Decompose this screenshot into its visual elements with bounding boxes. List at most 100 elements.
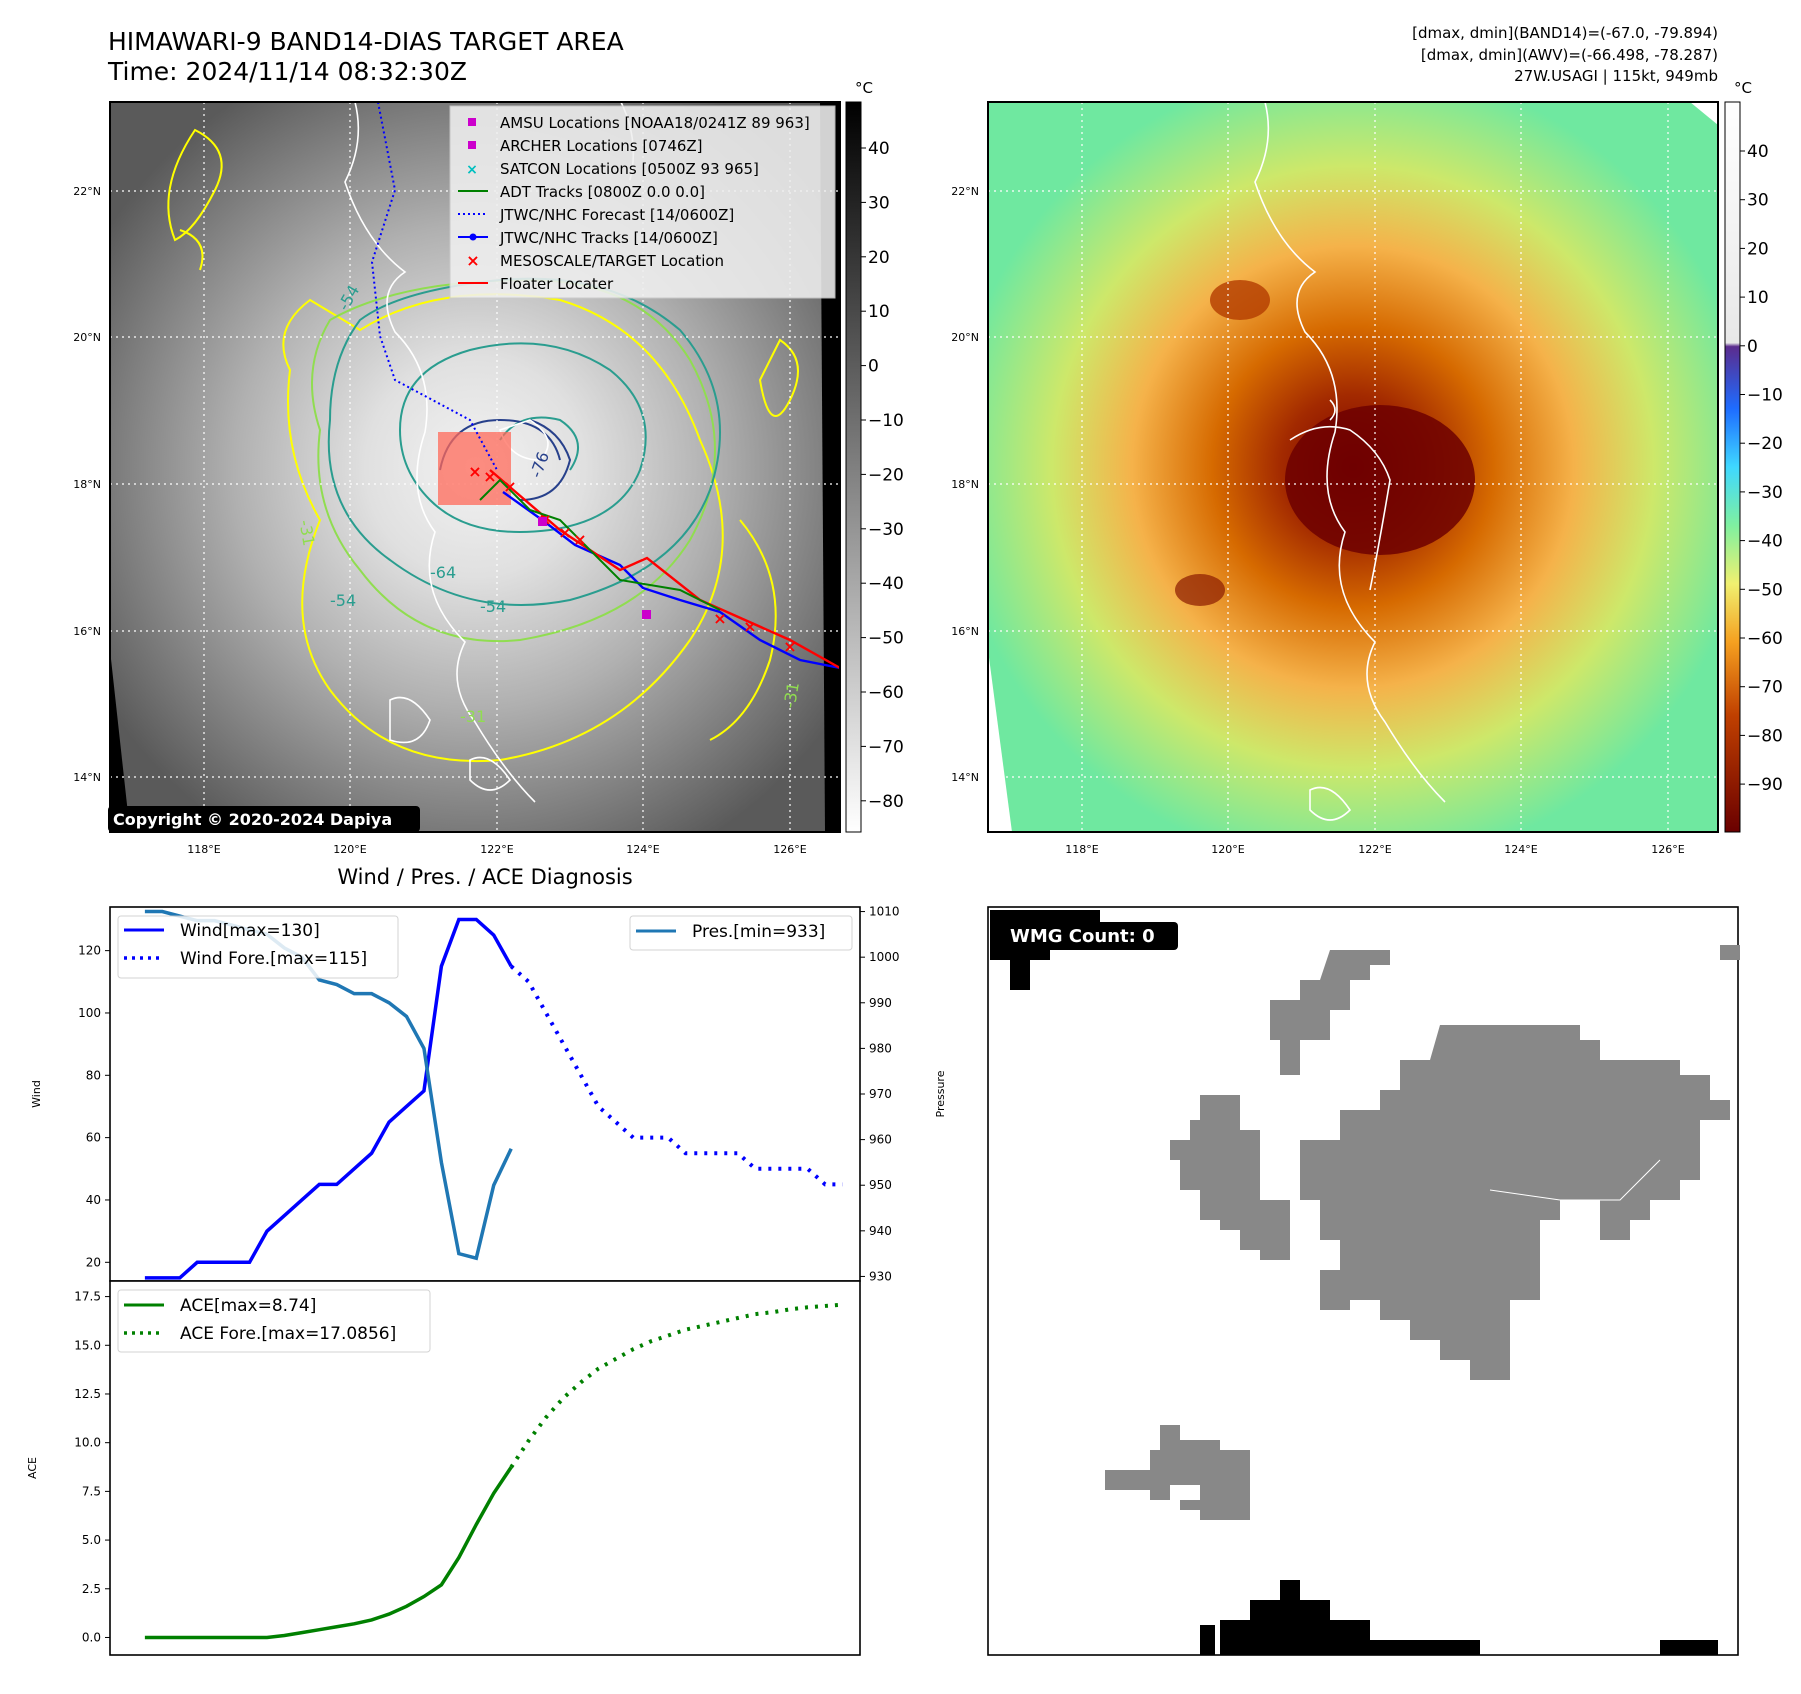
- wind-tick-label: 100: [78, 1006, 101, 1020]
- awv-colorbar-label: −20: [1747, 434, 1783, 454]
- awv-colorbar-label: −40: [1747, 532, 1783, 552]
- legend-wind-forecast: Wind Fore.[max=115]: [180, 949, 367, 969]
- wind-tick-label: 120: [78, 944, 101, 958]
- dmax-band14: [dmax, dmin](BAND14)=(-67.0, -79.894): [1412, 24, 1718, 42]
- contour-label: -31: [460, 707, 486, 726]
- legend-satcon: SATCON Locations [0500Z 93 965]: [500, 160, 759, 178]
- svg-text:×: ×: [503, 477, 516, 496]
- legend-amsu: AMSU Locations [NOAA18/0241Z 89 963]: [500, 114, 810, 132]
- contour-label: -31: [295, 518, 318, 547]
- svg-text:16°N: 16°N: [73, 625, 101, 638]
- svg-text:×: ×: [466, 162, 478, 178]
- ir-colorbar-unit: °C: [855, 79, 873, 97]
- awv-colorbar-label: 30: [1747, 191, 1769, 211]
- legend-adt: ADT Tracks [0800Z 0.0 0.0]: [500, 183, 705, 201]
- ace-tick-label: 17.5: [74, 1290, 101, 1304]
- ir-colorbar-label: −70: [868, 737, 904, 757]
- svg-text:20°N: 20°N: [951, 331, 979, 344]
- contour-label: -64: [430, 563, 456, 582]
- ace-tick-label: 10.0: [74, 1436, 101, 1450]
- floater-locater: [489, 469, 840, 670]
- legend-floater: Floater Locater: [500, 275, 614, 293]
- svg-text:×: ×: [783, 637, 796, 656]
- ir-lat-labels: 22°N 20°N 18°N 16°N 14°N: [73, 185, 101, 784]
- awv-colorbar-label: −10: [1747, 386, 1783, 406]
- legend-mesoscale: MESOSCALE/TARGET Location: [500, 252, 724, 270]
- ir-lon-labels: 118°E 120°E 122°E 124°E 126°E: [187, 843, 806, 856]
- contour-label: -54: [330, 591, 356, 610]
- svg-text:122°E: 122°E: [480, 843, 513, 856]
- legend-ace: ACE[max=8.74]: [180, 1296, 316, 1316]
- ir-colorbar-label: 40: [868, 139, 890, 159]
- legend-archer: ARCHER Locations [0746Z]: [500, 137, 703, 155]
- ace-ylabel: ACE: [26, 1457, 39, 1479]
- ace-tick-label: 2.5: [82, 1582, 101, 1596]
- ace-series-line-0: [144, 1466, 513, 1640]
- ir-colorbar-label: 0: [868, 357, 879, 377]
- ace-series-line-1: [509, 1302, 843, 1469]
- svg-text:14°N: 14°N: [951, 771, 979, 784]
- pressure-tick-label: 960: [869, 1133, 892, 1147]
- pressure-tick-label: 940: [869, 1224, 892, 1238]
- jtwc-track: [502, 491, 840, 670]
- awv-colorbar-label: 10: [1747, 288, 1769, 308]
- svg-text:126°E: 126°E: [1651, 843, 1684, 856]
- awv-colorbar-label: −50: [1747, 580, 1783, 600]
- svg-text:×: ×: [743, 617, 756, 636]
- svg-text:×: ×: [558, 523, 571, 542]
- awv-colorbar-unit: °C: [1734, 79, 1752, 97]
- pressure-tick-label: 1010: [869, 905, 900, 919]
- storm-info: 27W.USAGI | 115kt, 949mb: [1514, 67, 1718, 85]
- ace-tick-label: 15.0: [74, 1338, 101, 1352]
- ace-tick-label: 7.5: [82, 1484, 101, 1498]
- awv-colorbar-label: 40: [1747, 142, 1769, 162]
- ir-colorbar-label: 30: [868, 193, 890, 213]
- wmg-panel: WMG Count: 0: [987, 906, 1740, 1656]
- awv-colorbar-label: 20: [1747, 239, 1769, 259]
- awv-colorbar: °C 40 30 20 10 0 −10 −20 −30 −40 −50 −60 −70 −80 −90: [1724, 79, 1783, 833]
- svg-text:20°N: 20°N: [73, 331, 101, 344]
- dmax-awv: [dmax, dmin](AWV)=(-66.498, -78.287): [1421, 46, 1718, 64]
- svg-text:14°N: 14°N: [73, 771, 101, 784]
- svg-text:×: ×: [483, 467, 496, 486]
- pressure-legend: Pres.[min=933]: [629, 915, 853, 951]
- wind-tick-label: 40: [86, 1193, 101, 1207]
- ace-tick-label: 0.0: [82, 1630, 101, 1644]
- pressure-tick-label: 950: [869, 1178, 892, 1192]
- legend-pressure: Pres.[min=933]: [692, 922, 825, 942]
- awv-lat-labels: 22°N 20°N 18°N 16°N 14°N: [951, 185, 979, 784]
- svg-text:×: ×: [466, 251, 479, 270]
- awv-colorbar-label: −90: [1747, 775, 1783, 795]
- svg-text:124°E: 124°E: [1504, 843, 1537, 856]
- ir-map-panel: ××× ××× ××× -76 -64 -54 -54 -31 -31 -31 …: [73, 79, 904, 856]
- archer-location: [642, 610, 651, 619]
- wind-tick-label: 60: [86, 1131, 101, 1145]
- svg-text:×: ×: [468, 462, 481, 481]
- svg-text:120°E: 120°E: [333, 843, 366, 856]
- ir-colorbar-label: −50: [868, 629, 904, 649]
- awv-map-panel: 22°N 20°N 18°N 16°N 14°N 118°E 120°E 122…: [951, 79, 1783, 856]
- svg-text:22°N: 22°N: [73, 185, 101, 198]
- pressure-ylabel: Pressure: [934, 1070, 947, 1117]
- legend-jtwc-forecast: JTWC/NHC Forecast [14/0600Z]: [499, 206, 734, 224]
- pressure-tick-label: 980: [869, 1041, 892, 1055]
- awv-colorbar-label: −30: [1747, 483, 1783, 503]
- svg-text:122°E: 122°E: [1358, 843, 1391, 856]
- wind-tick-label: 80: [86, 1068, 101, 1082]
- svg-text:118°E: 118°E: [187, 843, 220, 856]
- ir-colorbar: °C 40 30 20 10 0 −10 −20 −30 −40 −50 −60 −70 −80: [845, 79, 904, 833]
- svg-text:×: ×: [573, 530, 586, 549]
- ir-colorbar-label: −20: [868, 465, 904, 485]
- diagnosis-title: Wind / Pres. / ACE Diagnosis: [337, 865, 632, 889]
- mesoscale-target-box: [438, 432, 511, 505]
- figure-time: Time: 2024/11/14 08:32:30Z: [107, 57, 467, 86]
- awv-colorbar-label: 0: [1747, 337, 1758, 357]
- svg-text:120°E: 120°E: [1211, 843, 1244, 856]
- ir-colorbar-label: −30: [868, 520, 904, 540]
- ir-colorbar-label: −80: [868, 792, 904, 812]
- ace-legend: ACE[max=8.74] ACE Fore.[max=17.0856]: [117, 1289, 431, 1353]
- series-line-0: [144, 917, 513, 1280]
- awv-lon-labels: 118°E 120°E 122°E 124°E 126°E: [1065, 843, 1684, 856]
- ir-colorbar-label: 20: [868, 248, 890, 268]
